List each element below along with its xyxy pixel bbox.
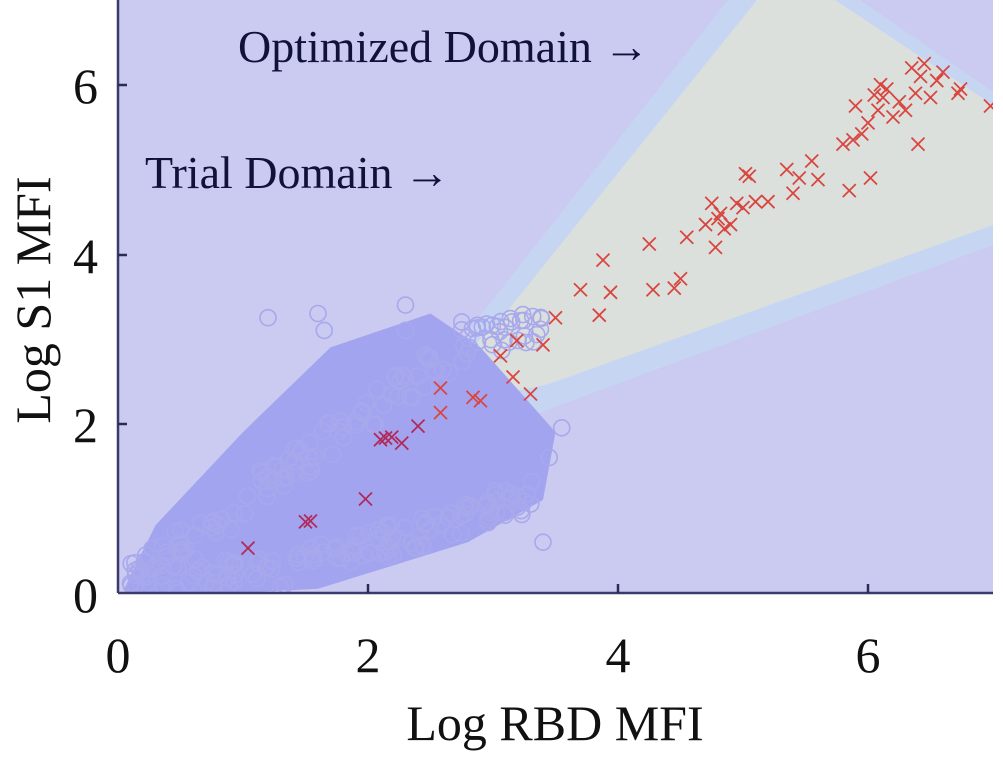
- cross-marker: [760, 194, 776, 209]
- cross-marker: [810, 172, 826, 187]
- x-tick-label-2: 2: [356, 627, 381, 683]
- cross-marker: [748, 194, 763, 209]
- cross-marker: [848, 98, 863, 114]
- x-ticks: [366, 584, 870, 593]
- cross-marker: [384, 430, 399, 445]
- y-axis-label: Log S1 MFI: [5, 176, 61, 423]
- cross-marker: [835, 136, 851, 152]
- x-tick-label-4: 4: [606, 627, 631, 683]
- x-tick-label-6: 6: [856, 627, 881, 683]
- cross-marker: [735, 200, 751, 215]
- cross-marker: [953, 81, 968, 97]
- cross-marker: [603, 285, 618, 300]
- cross-marker: [667, 280, 682, 296]
- cross-marker: [358, 491, 373, 507]
- cross-marker: [892, 94, 907, 109]
- cross-marker: [509, 333, 524, 348]
- cross-marker: [908, 86, 923, 101]
- cross-marker: [913, 69, 928, 84]
- cross-marker: [983, 98, 993, 114]
- cross-marker: [698, 217, 713, 232]
- cross-marker: [592, 308, 607, 323]
- cross-marker: [873, 77, 888, 92]
- cross-marker: [923, 90, 938, 105]
- cross-marker: [867, 87, 882, 103]
- cross-marker: [879, 81, 894, 97]
- cross-marker: [723, 217, 738, 232]
- cross-marker: [410, 419, 426, 434]
- cross-marker: [885, 109, 901, 125]
- cross-marker: [240, 540, 256, 556]
- cloud-markers: [121, 296, 571, 593]
- cross-marker: [373, 432, 388, 447]
- trial-population-cloud: [121, 296, 571, 593]
- cross-marker: [929, 73, 944, 88]
- optimized-domain-annotation: Optimized Domain →: [238, 21, 649, 72]
- cross-marker: [303, 513, 318, 529]
- cross-marker: [493, 348, 508, 363]
- cross-marker: [729, 196, 744, 211]
- cross-marker: [645, 282, 661, 297]
- cross-marker: [863, 170, 878, 186]
- cross-marker: [298, 514, 313, 529]
- cross-marker: [505, 369, 521, 385]
- x-axis-label: Log RBD MFI: [406, 695, 703, 751]
- cross-marker: [394, 435, 409, 451]
- cross-marker: [785, 186, 801, 201]
- y-tick-label-4: 4: [73, 228, 98, 284]
- cross-marker: [523, 386, 538, 402]
- cross-marker: [717, 221, 732, 236]
- cross-marker: [548, 310, 563, 325]
- cross-marker: [708, 240, 723, 255]
- cross-marker: [935, 64, 951, 80]
- cross-marker: [742, 169, 757, 184]
- y-tick-label-2: 2: [73, 397, 98, 453]
- y-tick-label-6: 6: [73, 58, 98, 114]
- cross-marker: [845, 132, 861, 147]
- cross-marker: [910, 136, 926, 152]
- cross-marker: [433, 380, 448, 396]
- cross-marker: [535, 337, 551, 352]
- cross-marker: [860, 115, 876, 131]
- plot-area: [118, 0, 993, 593]
- cross-marker: [842, 183, 857, 198]
- cross-marker: [704, 196, 719, 211]
- cross-marker: [875, 90, 891, 105]
- cross-marker: [870, 103, 886, 118]
- optimized-domain-region: [440, 0, 993, 395]
- y-ticks: [118, 83, 127, 426]
- trial-domain-annotation: Trial Domain →: [145, 147, 450, 198]
- cross-marker: [465, 390, 481, 405]
- cross-marker: [779, 162, 794, 177]
- cross-marker: [673, 271, 688, 286]
- cross-marker: [595, 252, 611, 268]
- optimized-samples: [240, 56, 993, 556]
- cross-marker: [898, 103, 913, 118]
- y-tick-label-0: 0: [73, 567, 98, 623]
- cross-marker: [433, 405, 448, 420]
- x-tick-label-0: 0: [106, 627, 131, 683]
- cross-marker: [854, 126, 869, 142]
- cross-marker: [950, 86, 966, 101]
- cross-marker: [917, 56, 932, 71]
- cross-marker: [573, 282, 588, 297]
- cross-marker: [804, 153, 819, 169]
- cross-marker: [679, 230, 694, 245]
- cross-marker: [473, 393, 488, 408]
- cross-marker: [642, 236, 657, 252]
- cross-marker: [378, 430, 393, 446]
- cross-marker: [792, 170, 807, 186]
